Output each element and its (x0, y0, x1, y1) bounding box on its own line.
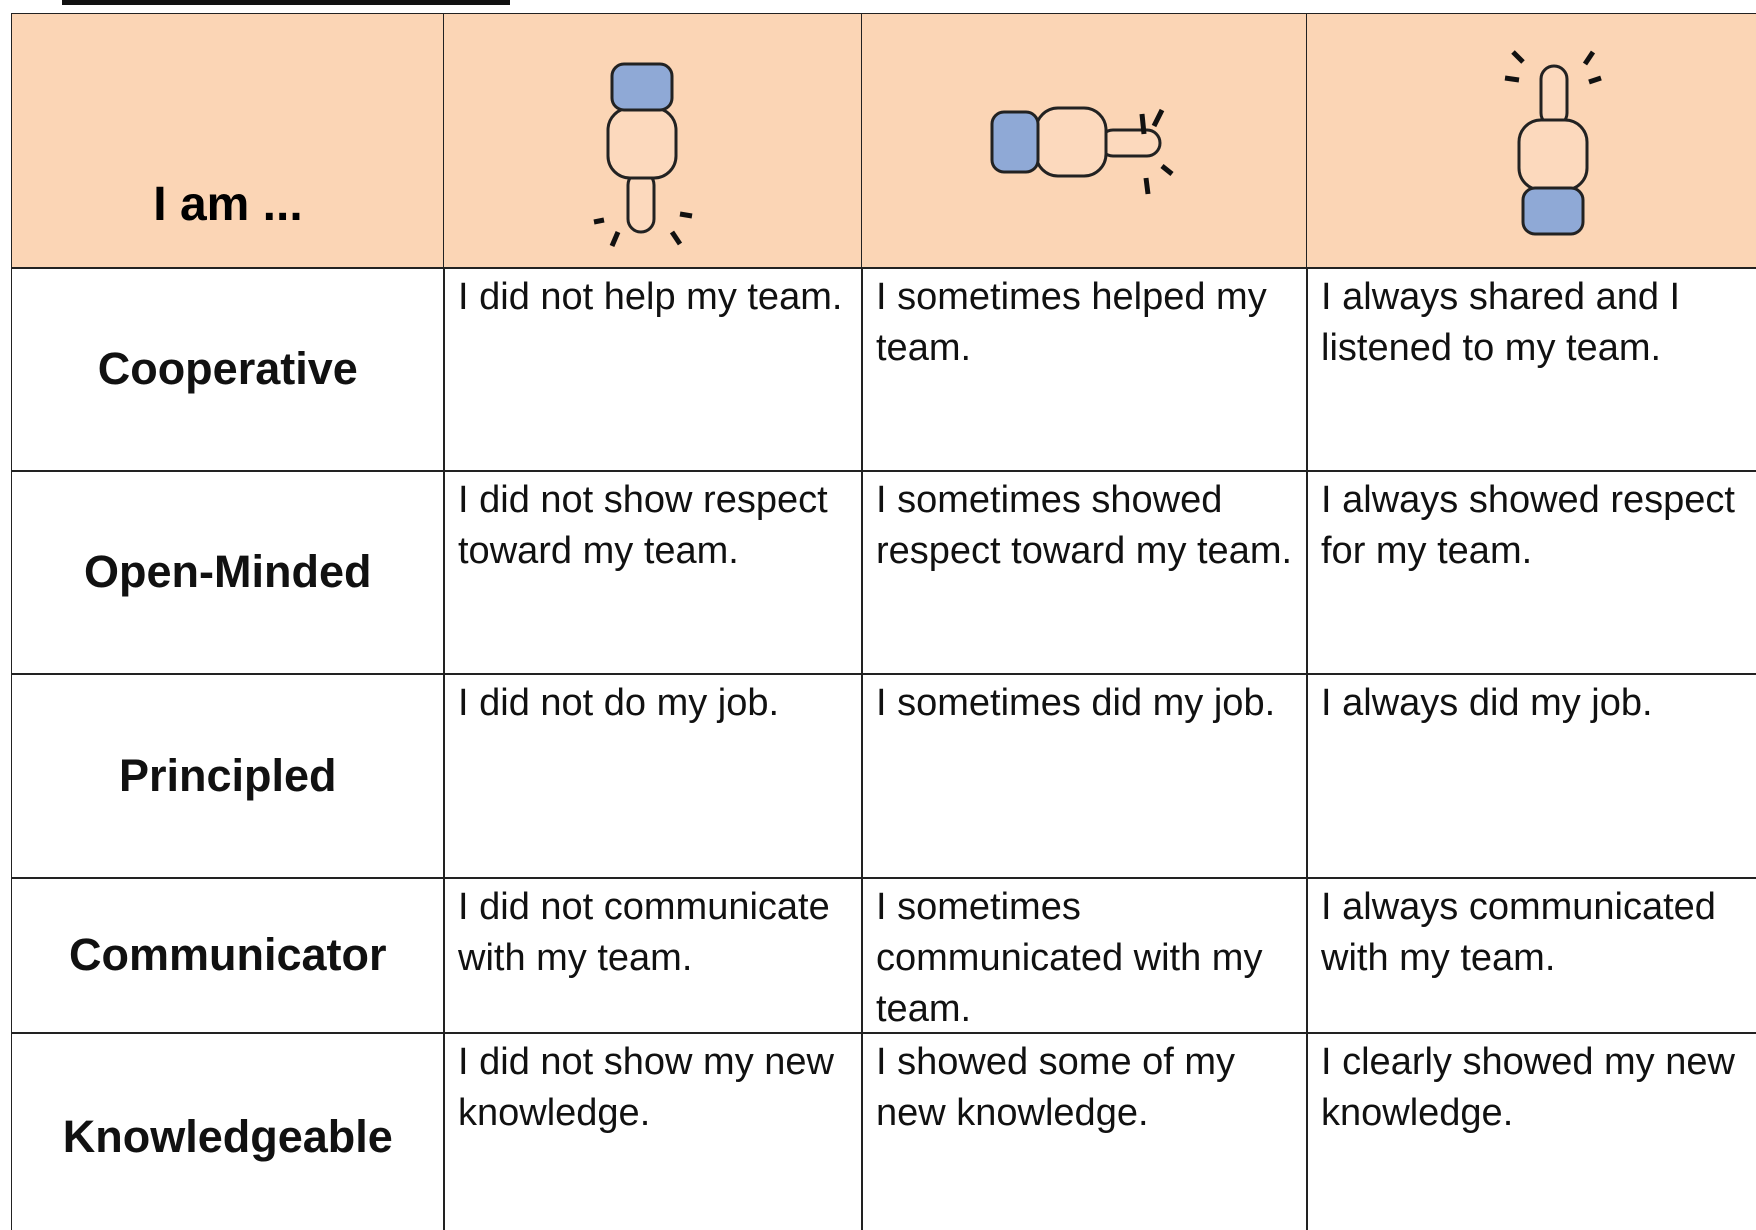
name-underline (62, 0, 510, 5)
row-cell: I did not help my team. (443, 267, 863, 472)
row-label: Cooperative (11, 267, 445, 472)
row-cell: I always communicated with my team. (1306, 877, 1756, 1034)
row-label: Principled (11, 673, 445, 879)
row-cell: I sometimes communicated with my team. (861, 877, 1308, 1034)
row-cell: I did not show my new knowledge. (443, 1032, 863, 1230)
row-cell: I always showed respect for my team. (1306, 470, 1756, 675)
row-cell: I showed some of my new knowledge. (861, 1032, 1308, 1230)
header-thumb-up (1306, 13, 1756, 269)
header-thumb-side (861, 13, 1308, 269)
row-cell: I sometimes showed respect toward my tea… (861, 470, 1308, 675)
row-cell: I did not communicate with my team. (443, 877, 863, 1034)
thumb-side-icon (990, 106, 1174, 195)
row-cell: I did not show respect toward my team. (443, 470, 863, 675)
header-title: I am ... (11, 13, 445, 269)
row-cell: I sometimes helped my team. (861, 267, 1308, 472)
thumb-down-icon (593, 62, 693, 247)
row-label: Open-Minded (11, 470, 445, 675)
row-cell: I clearly showed my new knowledge. (1306, 1032, 1756, 1230)
row-cell: I did not do my job. (443, 673, 863, 879)
row-label: Knowledgeable (11, 1032, 445, 1230)
row-cell: I always did my job. (1306, 673, 1756, 879)
thumb-up-icon (1504, 50, 1602, 236)
row-cell: I always shared and I listened to my tea… (1306, 267, 1756, 472)
row-cell: I sometimes did my job. (861, 673, 1308, 879)
row-label: Communicator (11, 877, 445, 1034)
header-thumb-down (443, 13, 863, 269)
